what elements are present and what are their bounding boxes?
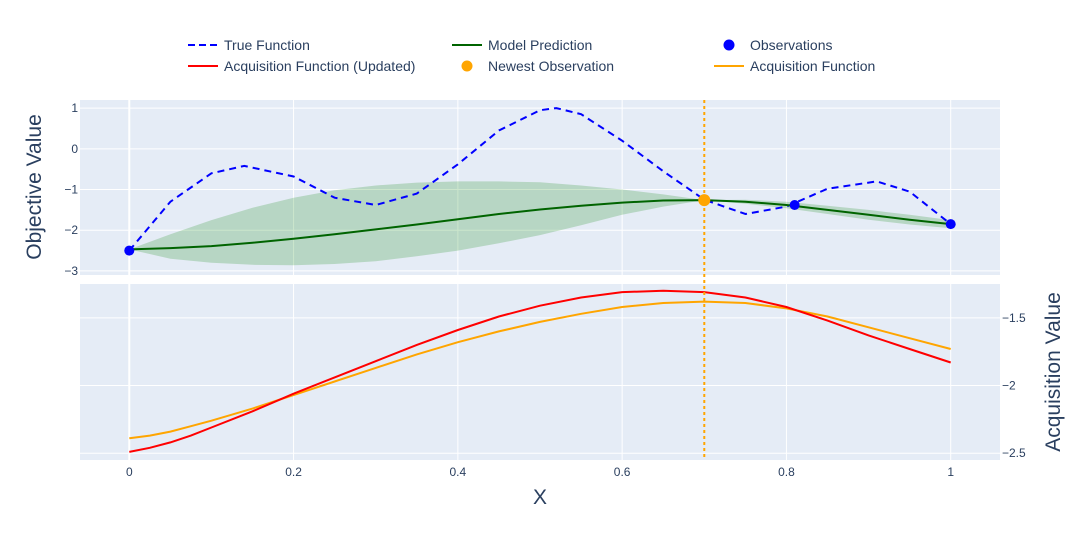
top-y-tick-label: 1 — [71, 101, 78, 115]
legend-swatch — [723, 39, 735, 51]
x-tick-label: 0 — [126, 465, 133, 479]
top-plot-markers — [124, 194, 956, 256]
legend-swatch — [461, 60, 473, 72]
bottom-plot-series — [129, 289, 952, 453]
observation-point — [789, 200, 800, 210]
bottom-y-tick-label: −1.5 — [1002, 311, 1026, 325]
legend-item[interactable]: Observations — [723, 37, 833, 53]
observation-point — [945, 219, 956, 230]
top-y-tick-label: −1 — [64, 183, 78, 197]
top-plot-area — [80, 100, 1000, 275]
legend-label: True Function — [224, 37, 310, 53]
legend-label: Newest Observation — [488, 58, 614, 74]
x-tick-label: 0.8 — [778, 465, 795, 479]
bottom-y-axis-title: Acquisition Value — [1042, 292, 1065, 452]
top-plot-series — [128, 107, 952, 266]
legend-label: Model Prediction — [488, 37, 592, 53]
bottom-y-tick-label: −2 — [1002, 379, 1016, 393]
bottom-grid — [80, 284, 1000, 460]
top-y-tick-label: −2 — [64, 223, 78, 237]
x-axis-title: X — [533, 486, 547, 509]
true-function-line — [128, 107, 952, 252]
newest-observation-point — [698, 194, 711, 207]
top-y-tick-labels: −3 −2 −1 0 1 — [64, 101, 78, 278]
acquisition-function-updated-line — [129, 289, 952, 453]
x-tick-label: 0.6 — [614, 465, 631, 479]
top-y-tick-label: 0 — [71, 142, 78, 156]
bottom-plot-area — [80, 284, 1000, 460]
legend: True Function Model Prediction Observation… — [188, 37, 875, 74]
legend-label: Acquisition Function — [750, 58, 875, 74]
legend-item[interactable]: Model Prediction — [452, 37, 592, 53]
top-y-tick-label: −3 — [64, 264, 78, 278]
model-prediction-line — [129, 199, 951, 251]
legend-label: Observations — [750, 37, 832, 53]
top-grid — [80, 100, 1000, 275]
legend-item[interactable]: Acquisition Function (Updated) — [188, 58, 415, 74]
x-tick-labels: 0 0.2 0.4 0.6 0.8 1 — [126, 465, 954, 479]
observation-point — [124, 245, 135, 256]
x-tick-label: 0.4 — [450, 465, 467, 479]
bottom-y-tick-label: −2.5 — [1002, 446, 1026, 460]
top-y-axis-title: Objective Value — [23, 114, 46, 260]
x-tick-label: 1 — [947, 465, 954, 479]
legend-item[interactable]: Newest Observation — [461, 58, 615, 74]
x-tick-label: 0.2 — [285, 465, 302, 479]
bottom-y-tick-labels: −2.5 −2 −1.5 — [1002, 311, 1026, 460]
legend-item[interactable]: Acquisition Function — [714, 58, 875, 74]
legend-item[interactable]: True Function — [188, 37, 310, 53]
legend-label: Acquisition Function (Updated) — [224, 58, 415, 74]
